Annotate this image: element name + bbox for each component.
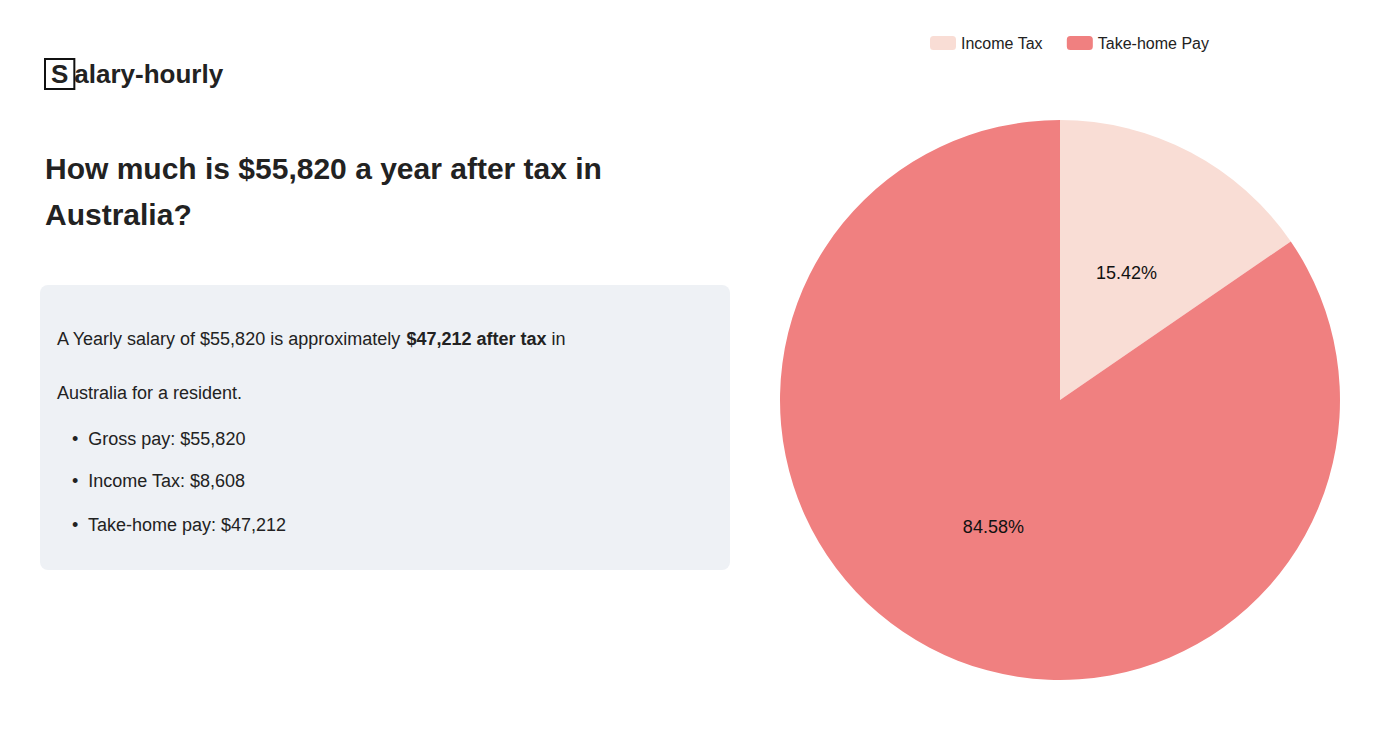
svg-text:• Take-home pay: $47,212: • Take-home pay: $47,212 [72,515,286,535]
svg-text:Income Tax: Income Tax [961,35,1043,52]
svg-text:Australia for a resident.: Australia for a resident. [57,383,242,403]
svg-text:15.42%: 15.42% [1096,263,1157,283]
svg-text:A Yearly salary of $55,820 is: A Yearly salary of $55,820 is approximat… [57,329,405,349]
svg-text:• Income Tax: $8,608: • Income Tax: $8,608 [72,471,245,491]
svg-text:alary-hourly: alary-hourly [74,59,223,89]
svg-text:S: S [51,59,68,89]
svg-text:Take-home Pay: Take-home Pay [1098,35,1209,52]
svg-text:• Gross pay: $55,820: • Gross pay: $55,820 [72,429,245,449]
svg-text:How much is $55,820 a year aft: How much is $55,820 a year after tax in [45,152,602,185]
svg-text:Australia?: Australia? [45,198,192,231]
svg-text:in: in [547,329,566,349]
svg-text:84.58%: 84.58% [963,517,1024,537]
svg-text:$47,212 after tax: $47,212 after tax [407,329,547,349]
